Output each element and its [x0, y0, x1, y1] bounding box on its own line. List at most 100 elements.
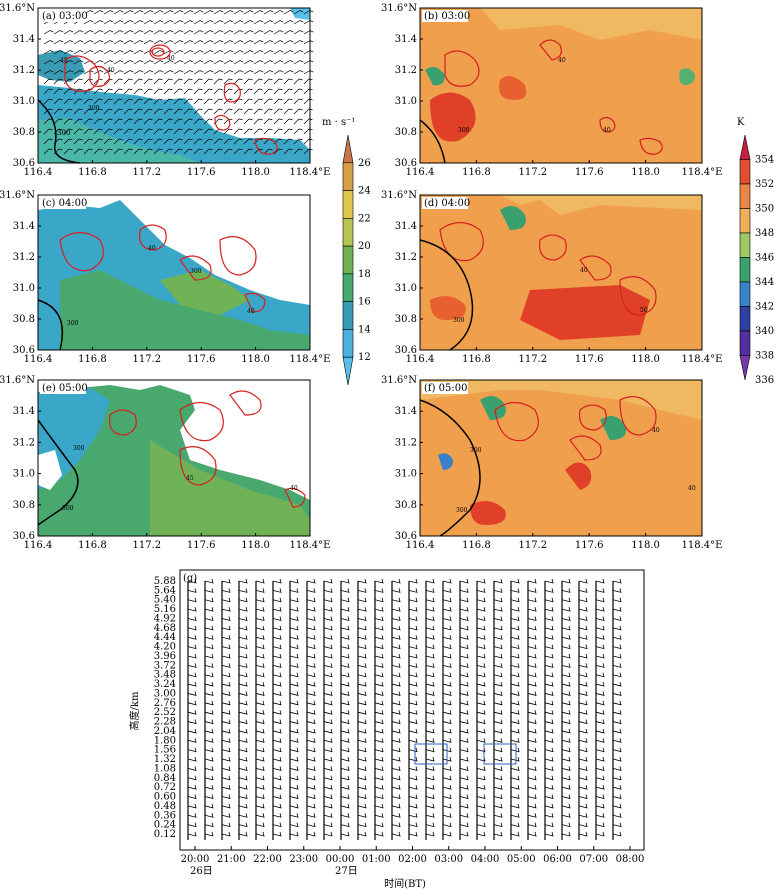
profile-barb	[391, 607, 401, 612]
profile-barb	[476, 616, 486, 622]
profile-barb	[374, 822, 384, 828]
profile-barb	[204, 794, 214, 800]
profile-barb	[493, 794, 503, 800]
profile-barb	[442, 681, 452, 687]
profile-barb	[408, 747, 418, 753]
profile-barb	[204, 700, 214, 706]
colorbar-theta: 354 352 350 348 346 344 342 340 338 336	[739, 134, 774, 386]
profile-barb	[595, 822, 605, 828]
wind-barb	[63, 148, 73, 155]
svg-text:300: 300	[456, 507, 468, 514]
svg-text:40: 40	[148, 245, 156, 252]
profile-barb	[323, 766, 333, 771]
profile-barb	[289, 785, 299, 790]
profile-barb	[459, 700, 469, 706]
profile-barb	[561, 691, 571, 696]
profile-barb	[289, 738, 299, 743]
svg-text:300: 300	[458, 127, 470, 134]
profile-barb	[187, 822, 197, 828]
profile-barb	[476, 775, 486, 781]
profile-barb	[221, 607, 231, 612]
wind-barb	[153, 128, 163, 135]
wind-barb	[193, 148, 203, 155]
profile-barb	[493, 607, 503, 612]
colorbar-wind-unit: m · s⁻¹	[322, 117, 355, 128]
x-tick-label: 116.8	[78, 354, 107, 365]
wind-barb	[103, 118, 113, 125]
wind-barb	[193, 118, 203, 125]
profile-barb	[238, 681, 248, 687]
wind-barb	[83, 50, 94, 55]
wind-barb	[223, 148, 233, 155]
profile-barb	[425, 653, 435, 659]
y-tick-label: 30.8	[13, 127, 35, 138]
profile-barb	[493, 822, 503, 828]
barbs-a	[43, 10, 314, 155]
wind-barb	[143, 138, 153, 145]
profile-barb	[459, 794, 469, 800]
profile-barb	[323, 672, 333, 678]
profile-barb	[323, 756, 333, 762]
wind-barb	[253, 40, 264, 45]
profile-barb	[612, 775, 622, 781]
profile-barb	[272, 653, 282, 659]
panel-c: 300 300 40 40 (c) 04:00	[37, 194, 311, 351]
profile-barb	[323, 635, 333, 640]
wind-barb	[203, 10, 214, 15]
profile-barb	[357, 635, 367, 640]
wind-barb	[283, 70, 294, 75]
wind-barb	[183, 78, 193, 85]
wind-barb	[253, 148, 263, 155]
wind-barb	[233, 128, 243, 135]
profile-barb	[204, 710, 214, 715]
profile-barb	[238, 813, 248, 818]
profile-barb	[204, 822, 214, 828]
profile-barb	[561, 747, 571, 753]
wind-barb	[143, 70, 154, 75]
wind-barb	[263, 10, 274, 15]
wind-barb	[123, 78, 133, 85]
wind-barb	[223, 40, 234, 45]
profile-barb	[374, 597, 384, 603]
wind-barb	[63, 70, 74, 75]
wind-barb	[203, 148, 213, 155]
svg-text:300: 300	[67, 320, 79, 327]
wind-barb	[73, 70, 84, 75]
wind-barb	[203, 30, 214, 35]
profile-barb	[408, 607, 418, 612]
profile-barb	[323, 738, 333, 743]
wind-barb	[293, 98, 303, 105]
wind-barb	[93, 118, 103, 125]
profile-barb	[544, 822, 554, 828]
wind-barb	[143, 118, 153, 125]
profile-barb	[391, 775, 401, 781]
profile-barb	[272, 578, 282, 584]
profile-barb	[612, 597, 622, 603]
wind-barb	[263, 78, 273, 85]
profile-barb	[459, 728, 469, 734]
profile-barb	[323, 625, 333, 631]
profile-barb	[442, 738, 452, 743]
wind-barb	[273, 78, 283, 85]
colorbar-tick-label: 22	[358, 213, 371, 224]
profile-barb	[578, 710, 588, 715]
profile-barb	[459, 607, 469, 612]
profile-barb	[595, 607, 605, 612]
x-tick-label: 118.0	[241, 540, 270, 551]
x-tick-label: 116.8	[462, 540, 491, 551]
height-tick-label: 1.80	[154, 735, 176, 746]
profile-barb	[306, 607, 316, 612]
svg-text:300: 300	[62, 505, 74, 512]
profile-barb	[595, 597, 605, 603]
profile-barb	[221, 681, 231, 687]
colorbar-tick-label: 350	[755, 204, 774, 215]
profile-barb	[561, 803, 571, 809]
wind-barb	[153, 30, 164, 35]
time-tick-label: 22:00	[253, 854, 282, 865]
profile-barb	[255, 738, 265, 743]
panel-e: 300 300 45 40 (e) 05:00	[37, 379, 311, 537]
profile-barb	[289, 663, 299, 668]
svg-text:40: 40	[652, 427, 660, 434]
profile-barb	[527, 672, 537, 678]
wind-barb	[253, 30, 264, 35]
